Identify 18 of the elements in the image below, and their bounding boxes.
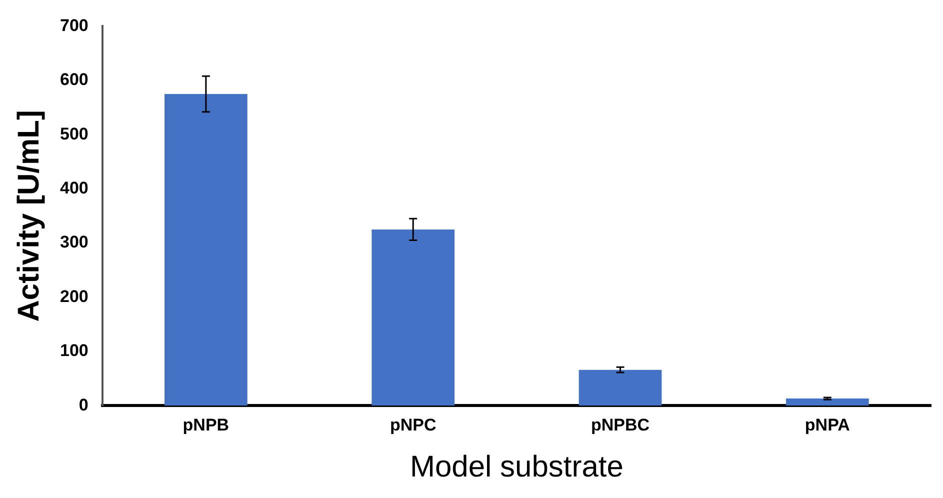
y-tick-label: 100 [60, 341, 88, 360]
y-tick-label: 300 [60, 232, 88, 252]
y-axis-title: Activity [U/mL] [12, 110, 46, 322]
y-tick-label: 400 [60, 178, 88, 198]
x-tick-label: pNPA [804, 415, 850, 434]
y-tick-label: 200 [60, 286, 88, 306]
bar [164, 94, 248, 406]
y-tick-label: 500 [60, 124, 88, 144]
bar [578, 370, 662, 406]
x-tick-label: pNPB [182, 415, 230, 434]
x-tick-label: pNPBC [590, 415, 650, 434]
x-tick-label: pNPC [390, 415, 436, 434]
x-axis-title: Model substrate [410, 450, 624, 484]
bar [786, 398, 869, 406]
y-tick-label: 0 [78, 395, 88, 414]
y-tick-label: 700 [60, 16, 88, 35]
y-tick-label: 600 [60, 70, 88, 90]
bar [372, 229, 455, 406]
